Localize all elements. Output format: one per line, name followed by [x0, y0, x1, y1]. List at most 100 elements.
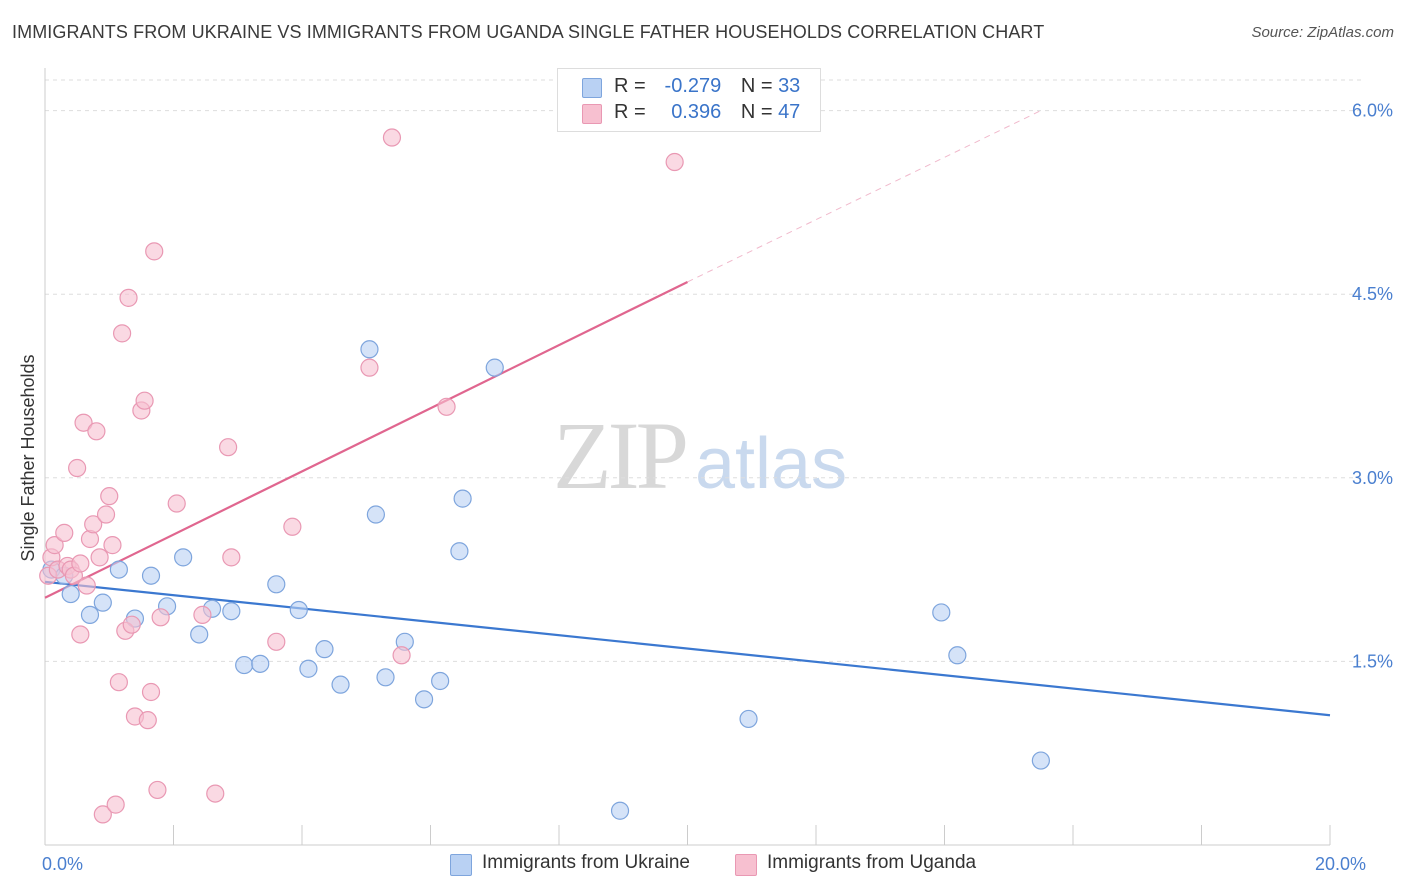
uganda-point	[80, 529, 100, 549]
uganda-point	[206, 784, 225, 803]
trend-lines	[44, 110, 1331, 717]
uganda-point	[135, 391, 154, 410]
ukraine-point	[315, 640, 334, 659]
tick-labels: 1.5% 3.0% 4.5% 6.0% 0.0% 20.0%	[42, 101, 1393, 874]
ukraine-point	[267, 575, 286, 594]
uganda-legend-swatch	[735, 854, 757, 876]
uganda-point	[382, 128, 402, 147]
uganda-point	[267, 632, 286, 651]
uganda-trend-line	[44, 280, 688, 599]
ukraine-point	[485, 358, 504, 377]
ukraine-point	[376, 668, 395, 687]
uganda-point	[106, 795, 125, 814]
ukraine-point	[450, 542, 469, 561]
uganda-point	[193, 605, 212, 624]
uganda-point	[665, 152, 684, 172]
ukraine-point	[235, 655, 254, 675]
ukraine-point	[174, 548, 193, 567]
uganda-point	[93, 805, 112, 824]
ukraine-legend-swatch	[450, 854, 472, 876]
legend-r-label: R =	[614, 75, 646, 97]
uganda-point	[55, 523, 74, 542]
ukraine-point	[222, 602, 241, 621]
uganda-point	[96, 505, 116, 524]
uganda-point	[283, 517, 302, 536]
uganda-point	[112, 324, 132, 343]
uganda-point	[167, 494, 186, 513]
y-tick-label: 4.5%	[1352, 284, 1393, 304]
ukraine-point	[190, 625, 209, 644]
uganda-point	[100, 487, 119, 506]
uganda-point	[145, 242, 164, 261]
ukraine-point	[431, 671, 450, 691]
uganda-point	[119, 288, 138, 307]
uganda-point	[148, 780, 167, 800]
ukraine-point	[141, 566, 161, 585]
uganda-point	[138, 711, 157, 730]
ukraine-point	[453, 489, 472, 508]
uganda-point	[219, 438, 238, 457]
ukraine-point	[414, 690, 434, 709]
ukraine-point	[289, 600, 308, 620]
source-credit: Source: ZipAtlas.com	[1251, 24, 1394, 41]
legend-n-label: N =	[740, 75, 773, 97]
ukraine-point	[109, 560, 128, 579]
y-tick-label: 3.0%	[1352, 468, 1393, 488]
gridlines	[45, 79, 1365, 662]
ukraine-point	[932, 603, 951, 622]
uganda-legend-label: Immigrants from Uganda	[767, 852, 977, 873]
uganda-point	[103, 536, 122, 555]
correlation-legend: R = -0.279 N = 33 R = 0.396 N = 47	[557, 68, 821, 132]
uganda-point	[71, 554, 90, 573]
uganda-point	[392, 646, 411, 665]
uganda-n-value: 47	[778, 101, 801, 123]
x-tick-label: 0.0%	[42, 854, 83, 874]
uganda-point	[71, 625, 90, 644]
uganda-point	[222, 548, 241, 567]
uganda-point	[141, 682, 161, 702]
legend-n-label: N =	[740, 101, 773, 123]
ukraine-r-value: -0.279	[664, 75, 722, 97]
uganda-point	[68, 458, 87, 478]
uganda-swatch	[582, 104, 602, 124]
watermark: ZIP atlas	[553, 400, 847, 511]
uganda-point	[77, 576, 96, 595]
uganda-point	[122, 615, 141, 634]
ukraine-point	[739, 709, 758, 729]
ukraine-point	[360, 340, 379, 359]
ukraine-point	[61, 584, 80, 604]
x-tick-label: 20.0%	[1315, 854, 1366, 874]
uganda-point	[151, 608, 170, 627]
uganda-point	[87, 422, 106, 441]
uganda-point	[360, 358, 379, 377]
watermark-zip: ZIP	[553, 402, 689, 509]
ukraine-point	[1031, 751, 1050, 770]
ukraine-point	[251, 654, 270, 673]
ukraine-point	[299, 659, 318, 678]
ukraine-point	[331, 675, 350, 694]
axes	[44, 68, 1331, 846]
ukraine-point	[93, 593, 112, 612]
ukraine-point	[80, 605, 100, 624]
y-tick-label: 6.0%	[1352, 101, 1393, 121]
watermark-atlas: atlas	[695, 424, 848, 504]
uganda-point	[84, 515, 103, 534]
y-axis-title: Single Father Households	[18, 354, 38, 561]
chart-title: IMMIGRANTS FROM UKRAINE VS IMMIGRANTS FR…	[12, 22, 1045, 42]
ukraine-trend-line	[44, 580, 1331, 717]
ukraine-n-value: 33	[778, 75, 801, 97]
ukraine-point	[948, 646, 967, 665]
uganda-point	[437, 397, 456, 416]
ukraine-point	[610, 801, 630, 820]
uganda-trend-extension	[687, 110, 1042, 283]
ukraine-point	[366, 505, 385, 524]
uganda-point	[74, 413, 93, 432]
uganda-point	[109, 673, 128, 692]
uganda-point	[45, 536, 64, 555]
uganda-r-value: 0.396	[671, 101, 722, 123]
data-points	[39, 128, 1050, 824]
uganda-point	[90, 548, 109, 567]
ukraine-legend-label: Immigrants from Ukraine	[482, 852, 690, 873]
ukraine-swatch	[582, 78, 602, 98]
